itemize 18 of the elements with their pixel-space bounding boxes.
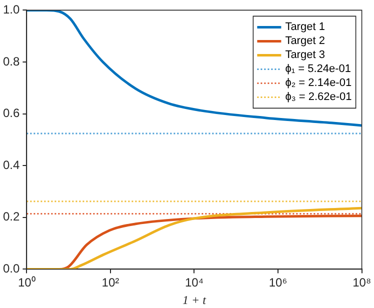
x-tick-label: 10⁶ bbox=[268, 276, 288, 290]
x-tick-label: 10⁸ bbox=[352, 276, 372, 290]
y-tick-label: 0.6 bbox=[2, 106, 20, 120]
y-tick-label: 0.4 bbox=[2, 158, 20, 172]
y-tick-label: 0.2 bbox=[2, 210, 20, 224]
legend-label: Target 1 bbox=[285, 21, 325, 34]
y-tick-label: 1.0 bbox=[2, 2, 20, 17]
legend-label: ϕ₁ = 5.24e-01 bbox=[285, 63, 352, 76]
x-tick-label: 10⁰ bbox=[18, 276, 36, 290]
y-tick-label: 0.0 bbox=[2, 262, 20, 276]
legend-label: ϕ₂ = 2.14e-01 bbox=[285, 77, 352, 90]
legend-label: Target 2 bbox=[285, 35, 325, 48]
y-tick-label: 0.8 bbox=[2, 54, 20, 68]
x-tick-label: 10⁴ bbox=[184, 276, 204, 290]
legend-label: ϕ₃ = 2.62e-01 bbox=[285, 91, 352, 104]
x-axis-title: 1 + t bbox=[182, 292, 207, 307]
legend-label: Target 3 bbox=[285, 49, 325, 62]
x-tick-label: 10² bbox=[102, 276, 120, 290]
